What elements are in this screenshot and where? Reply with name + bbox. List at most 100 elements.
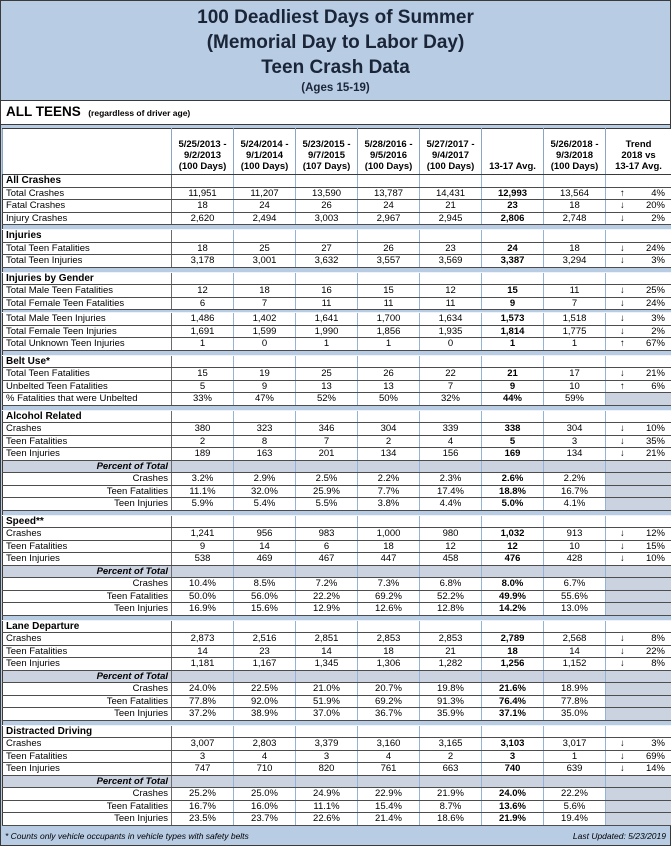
- value-cell: 16.0%: [233, 799, 296, 814]
- trend-percent: 3%: [651, 313, 665, 325]
- empty-cell: [419, 669, 482, 684]
- empty-cell: [543, 724, 606, 739]
- empty-cell: [295, 229, 358, 243]
- value-cell: 24.0%: [171, 682, 234, 696]
- trend-percent: 10%: [645, 423, 665, 435]
- trend-value: ↓ 21%: [612, 369, 665, 380]
- value-cell: 24: [357, 199, 420, 213]
- trend-cell: [605, 812, 671, 826]
- value-cell: 12.8%: [419, 602, 482, 616]
- percent-of-total-label: Percent of Total: [2, 564, 172, 579]
- table-row: Total Teen Fatalities 18 25 27 26 23 24 18 ↓ 24%: [2, 241, 671, 256]
- trend-percent: 35%: [645, 435, 665, 447]
- value-cell: 2,494: [233, 211, 296, 226]
- empty-cell: [171, 564, 234, 579]
- empty-cell: [171, 271, 234, 286]
- value-cell: 55.6%: [543, 589, 606, 604]
- value-cell: 52%: [295, 392, 358, 406]
- value-cell: 1: [481, 337, 544, 351]
- trend-percent: 2%: [651, 325, 665, 337]
- report-title-block: 100 Deadliest Days of Summer (Memorial D…: [1, 1, 670, 102]
- value-cell: 11: [357, 296, 420, 311]
- value-cell: 3,178: [171, 254, 234, 268]
- empty-cell: [481, 354, 544, 369]
- value-cell: 10: [543, 379, 606, 394]
- value-cell: 25.2%: [171, 787, 234, 801]
- value-cell: 33%: [171, 392, 234, 406]
- empty-cell: [295, 724, 358, 739]
- value-cell: 18: [357, 539, 420, 554]
- value-cell: 5: [481, 434, 544, 449]
- value-cell: 15: [481, 284, 544, 298]
- value-cell: 2,853: [357, 632, 420, 646]
- trend-percent: 3%: [651, 738, 665, 750]
- value-cell: 69.2%: [357, 589, 420, 604]
- row-label: Teen Fatalities: [2, 694, 172, 709]
- value-cell: 2: [419, 749, 482, 764]
- row-label: Crashes: [2, 527, 172, 541]
- value-cell: 13,564: [543, 186, 606, 201]
- value-cell: 13,590: [295, 186, 358, 201]
- percent-row: Teen Injuries 37.2% 38.9% 37.0% 36.7% 35.9% 37…: [2, 707, 671, 721]
- percent-row: Crashes 25.2% 25.0% 24.9% 22.9% 21.9% 24.0% 22.…: [2, 787, 671, 801]
- value-cell: 18.6%: [419, 812, 482, 826]
- value-cell: 13,787: [357, 186, 420, 201]
- value-cell: 24: [233, 199, 296, 213]
- value-cell: 2,967: [357, 211, 420, 226]
- row-label: Total Male Teen Fatalities: [2, 284, 172, 298]
- trend-percent: 6%: [651, 380, 665, 392]
- table-row: Crashes 1,241 956 983 1,000 980 1,032 913 ↓ 12%: [2, 527, 671, 541]
- value-cell: 22: [419, 367, 482, 381]
- table-row: Injury Crashes 2,620 2,494 3,003 2,967 2,945 2…: [2, 211, 671, 226]
- last-updated-text: Last Updated: 5/23/2019: [572, 830, 666, 841]
- value-cell: 2.9%: [233, 472, 296, 486]
- value-cell: 761: [357, 762, 420, 776]
- value-cell: 1,599: [233, 324, 296, 339]
- value-cell: 1,000: [357, 527, 420, 541]
- percent-of-total-label: Percent of Total: [2, 774, 172, 789]
- section-header-row: Speed**: [2, 514, 671, 529]
- value-cell: 11.1%: [171, 484, 234, 499]
- value-cell: 134: [543, 447, 606, 461]
- value-cell: 9: [481, 296, 544, 311]
- empty-cell: [419, 774, 482, 789]
- value-cell: 4: [233, 749, 296, 764]
- empty-cell: [295, 564, 358, 579]
- value-cell: 3: [481, 749, 544, 764]
- trend-up-icon: ↑: [620, 338, 625, 350]
- value-cell: 7.2%: [295, 577, 358, 591]
- value-cell: 2,806: [481, 211, 544, 226]
- value-cell: 156: [419, 447, 482, 461]
- value-cell: 956: [233, 527, 296, 541]
- trend-value: ↓ 3%: [612, 738, 665, 750]
- value-cell: 8.5%: [233, 577, 296, 591]
- percent-row: Crashes 10.4% 8.5% 7.2% 7.3% 6.8% 8.0% 6.7%: [2, 577, 671, 591]
- trend-percent: 3%: [651, 255, 665, 267]
- empty-cell: [419, 724, 482, 739]
- value-cell: 21: [419, 199, 482, 213]
- value-cell: 14: [171, 644, 234, 659]
- row-label: Teen Fatalities: [2, 434, 172, 449]
- percent-of-total-header-row: Percent of Total: [2, 774, 671, 789]
- value-cell: 3: [295, 749, 358, 764]
- trend-down-icon: ↓: [620, 528, 625, 540]
- report-footer: * Counts only vehicle occupants in vehic…: [1, 826, 670, 845]
- empty-cell: [543, 564, 606, 579]
- trend-percent: 69%: [645, 750, 665, 762]
- percent-row: Teen Injuries 23.5% 23.7% 22.6% 21.4% 18.6% 21…: [2, 812, 671, 826]
- empty-cell: [171, 354, 234, 369]
- table-row: Teen Injuries 747 710 820 761 663 740 639 ↓ 14%: [2, 762, 671, 776]
- value-cell: 8: [233, 434, 296, 449]
- trend-cell: ↓ 24%: [605, 296, 671, 311]
- trend-value: ↓ 14%: [612, 764, 665, 775]
- value-cell: 9: [481, 379, 544, 394]
- value-cell: 338: [481, 422, 544, 436]
- value-cell: 18.9%: [543, 682, 606, 696]
- empty-cell: [605, 271, 671, 286]
- value-cell: 4.4%: [419, 497, 482, 511]
- empty-cell: [481, 564, 544, 579]
- value-cell: 47%: [233, 392, 296, 406]
- percent-row: Teen Fatalities 50.0% 56.0% 22.2% 69.2% 52.2%…: [2, 589, 671, 604]
- value-cell: 10: [543, 539, 606, 554]
- value-cell: 23.7%: [233, 812, 296, 826]
